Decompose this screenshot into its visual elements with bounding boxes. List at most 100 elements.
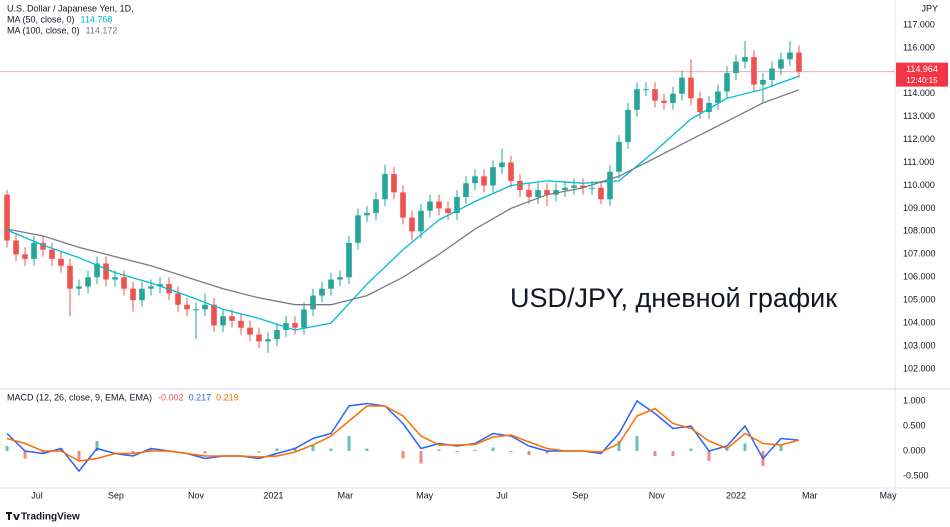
y-tick-label: 113.000 — [903, 111, 935, 121]
candle-body — [544, 190, 550, 195]
x-tick-label: Jul — [496, 490, 508, 500]
candle-body — [337, 277, 343, 280]
candle-body — [436, 201, 442, 209]
legend-value: 0.217 — [189, 392, 212, 402]
candle-body — [733, 61, 739, 74]
y-tick-label: 109.000 — [903, 203, 936, 213]
x-tick-label: May — [416, 490, 434, 500]
histogram-bar — [23, 451, 27, 459]
candle-body — [715, 91, 721, 103]
histogram-bar — [725, 448, 729, 451]
candle-body — [256, 334, 262, 342]
candle-body — [139, 288, 145, 301]
y-tick-label: 108.000 — [903, 226, 936, 236]
y-tick-label: 104.000 — [903, 317, 936, 327]
histogram-bar — [779, 444, 783, 451]
candle-body — [76, 286, 82, 289]
candle-body — [625, 109, 631, 142]
x-tick-label: Jul — [31, 490, 43, 500]
candle-body — [49, 249, 55, 259]
candle-body — [238, 320, 244, 328]
candle-body — [13, 240, 19, 255]
candle-body — [112, 277, 118, 280]
x-tick-label: Mar — [802, 490, 818, 500]
candle-body — [517, 180, 523, 191]
histogram-bar — [473, 450, 477, 451]
macd-line — [6, 399, 800, 473]
moving-average-line — [6, 75, 800, 331]
candle-body — [292, 323, 298, 328]
candle-body — [562, 187, 568, 191]
candle-body — [121, 277, 127, 289]
chart-title: U.S. Dollar / Japanese Yen, 1D, — [7, 3, 134, 13]
candle-body — [643, 89, 649, 91]
candle-body — [589, 187, 595, 189]
candle-body — [346, 242, 352, 278]
candle-body — [742, 57, 748, 62]
candle-body — [391, 174, 397, 193]
histogram-bar — [707, 451, 711, 461]
last-price-box — [896, 62, 948, 87]
candle-body — [355, 215, 361, 243]
histogram-bar — [149, 448, 153, 451]
annotation: USD/JPY, дневной график — [510, 283, 837, 313]
y-tick-label: 0.000 — [903, 445, 926, 455]
histogram-bar — [5, 446, 9, 451]
histogram-bar — [77, 451, 81, 461]
candle-body — [490, 167, 496, 186]
candle-body — [157, 284, 163, 287]
candle-body — [724, 73, 730, 92]
candle-body — [616, 141, 622, 172]
brand: TradingView — [21, 512, 80, 523]
candle-body — [310, 295, 316, 310]
histogram-bar — [257, 451, 261, 453]
y-tick-label: 0.500 — [903, 420, 926, 430]
candle-body — [499, 162, 505, 168]
x-tick-label: Sep — [572, 490, 588, 500]
candle-body — [274, 329, 280, 340]
x-tick-label: Nov — [649, 490, 666, 500]
candle-body — [634, 89, 640, 110]
legend-value: 114.768 — [81, 14, 113, 24]
histogram-bar — [527, 451, 531, 455]
histogram-bar — [653, 451, 657, 456]
histogram-bar — [365, 448, 369, 451]
candle-body — [427, 201, 433, 211]
candle-body — [364, 213, 370, 216]
candle-body — [571, 185, 577, 188]
candle-body — [319, 288, 325, 296]
candle-body — [373, 199, 379, 214]
legend-value: 0.219 — [216, 392, 239, 402]
candle-body — [454, 196, 460, 214]
candle-body — [787, 52, 793, 60]
x-tick-label: May — [880, 490, 898, 500]
legend-label: MA (50, close, 0) — [7, 14, 75, 24]
candle-body — [229, 316, 235, 321]
candle-body — [778, 59, 784, 69]
histogram-bar — [95, 441, 99, 451]
y-tick-label: 110.000 — [903, 180, 935, 190]
candle-body — [751, 57, 757, 85]
candle-body — [193, 309, 199, 311]
histogram-bar — [671, 451, 675, 456]
x-tick-label: Sep — [108, 490, 124, 500]
candle-body — [688, 77, 694, 99]
y-tick-label: 105.000 — [903, 295, 936, 305]
histogram-bar — [131, 451, 135, 454]
y-tick-label: -0.500 — [903, 470, 929, 480]
candle-body — [301, 309, 307, 328]
candle-body — [508, 162, 514, 181]
legend-value: -0.002 — [158, 392, 184, 402]
candle-body — [580, 185, 586, 188]
candle-body — [706, 102, 712, 113]
candle-body — [211, 304, 217, 326]
candle-body — [760, 79, 766, 85]
candle-body — [535, 190, 541, 197]
histogram-bar — [689, 448, 693, 451]
histogram-bar — [59, 448, 63, 451]
x-tick-label: 2022 — [726, 490, 746, 500]
candle-body — [328, 279, 334, 289]
candle-body — [526, 190, 532, 197]
candle-body — [184, 304, 190, 310]
